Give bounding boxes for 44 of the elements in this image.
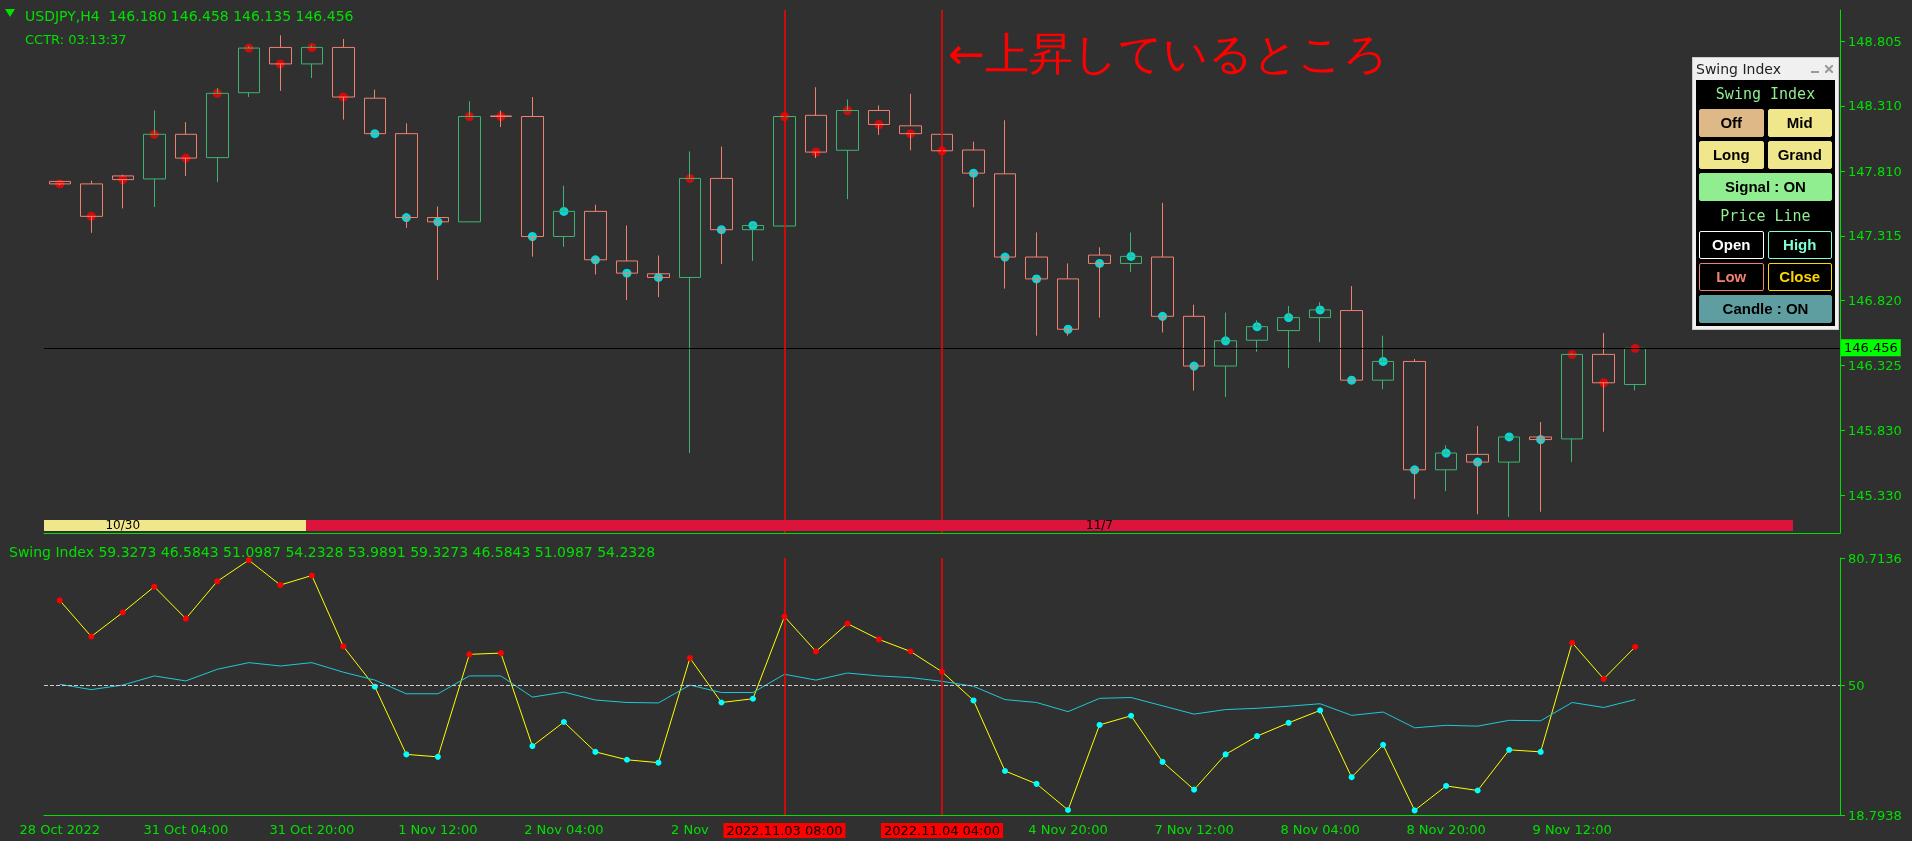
y-tick-label: 146.325	[1848, 358, 1902, 374]
annotation: Low	[1699, 263, 1764, 291]
annotation: Mid	[1767, 109, 1832, 137]
chart-title: USDJPY,H4 146.180 146.458 146.135 146.456	[25, 8, 354, 24]
y-tick-label: 50	[1848, 677, 1865, 693]
x-tick-label: 28 Oct 2022	[19, 822, 100, 837]
y-tick-label: 147.810	[1848, 163, 1902, 179]
y-tick-label: 80.7136	[1848, 550, 1902, 566]
x-tick-label: 2022.11.04 04:00	[883, 823, 1001, 838]
annotation: Long	[1699, 141, 1764, 169]
y-tick-label: 146.820	[1848, 293, 1902, 309]
y-tick-label: 18.7938	[1848, 807, 1902, 823]
annotation: 11/7	[1086, 518, 1114, 532]
annotation: ←上昇しているところ	[948, 27, 1388, 81]
x-tick-label: 31 Oct 20:00	[269, 822, 355, 837]
x-tick-label: 8 Nov 04:00	[1280, 822, 1360, 837]
x-tick-label: 7 Nov 12:00	[1154, 822, 1234, 837]
y-tick-label: 147.315	[1848, 228, 1902, 244]
x-tick-label: 2022.11.03 08:00	[726, 823, 843, 838]
y-tick-label: 145.330	[1848, 488, 1902, 504]
x-tick-label: 2 Nov	[671, 822, 710, 837]
annotation: Price Line	[1719, 206, 1812, 227]
x-tick-label: 8 Nov 20:00	[1406, 822, 1486, 837]
x-tick-label: 1 Nov 12:00	[398, 822, 478, 837]
y-tick-label: 148.310	[1848, 98, 1902, 114]
x-tick-label: 31 Oct 04:00	[143, 822, 229, 837]
annotation: Candle : ON	[1699, 295, 1832, 323]
annotation: Swing Index	[1714, 84, 1817, 105]
x-tick-label: 2 Nov 04:00	[524, 822, 604, 837]
x-tick-label: 4 Nov 20:00	[1028, 822, 1108, 837]
x-tick-label: 9 Nov 12:00	[1532, 822, 1612, 837]
annotation: Signal : ON	[1699, 173, 1832, 201]
y-tick-label: 148.805	[1848, 33, 1902, 49]
y-tick-label: 145.830	[1848, 422, 1902, 438]
ref-line-label: 146.456	[1844, 340, 1898, 356]
annotation: Open	[1699, 231, 1764, 259]
annotation: Close	[1767, 263, 1832, 291]
annotation: High	[1767, 231, 1832, 259]
text: Swing Index	[1696, 61, 1782, 77]
chart-title: Swing Index 59.3273 46.5843 51.0987 54.2328 53.9891 59.3273 46.5843 51.0987 54.2328	[9, 544, 656, 560]
annotation: 10/30	[105, 518, 141, 532]
annotation: Grand	[1767, 141, 1832, 169]
text: CCTR: 03:13:37	[25, 32, 127, 47]
annotation: Off	[1699, 109, 1764, 137]
